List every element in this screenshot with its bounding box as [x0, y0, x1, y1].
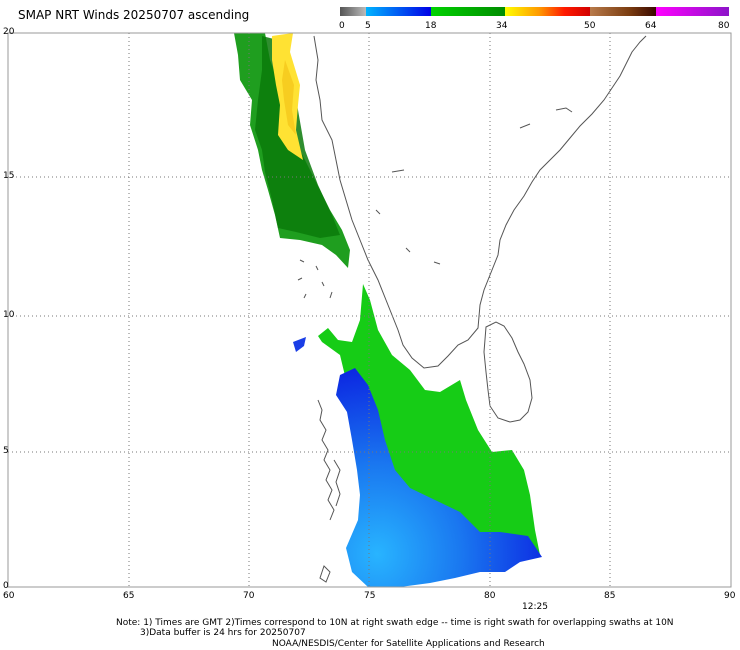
lat-label-10: 10 — [3, 310, 15, 320]
small-low-wind-patch — [293, 337, 306, 352]
colorbar-tick-80: 80 — [718, 21, 730, 31]
lon-label-85: 85 — [604, 591, 616, 601]
southern-swath — [318, 284, 540, 565]
lat-label-0: 0 — [3, 581, 9, 591]
colorbar-segment-magenta — [656, 7, 729, 16]
lon-label-70: 70 — [243, 591, 255, 601]
note-line-3: NOAA/NESDIS/Center for Satellite Applica… — [272, 639, 545, 649]
colorbar-tick-0: 0 — [339, 21, 345, 31]
colorbar-tick-5: 5 — [365, 21, 371, 31]
lat-label-5: 5 — [3, 446, 9, 456]
lon-label-75: 75 — [364, 591, 376, 601]
southern-swath-low-wind — [336, 368, 542, 587]
lon-label-60: 60 — [3, 591, 15, 601]
colorbar-segment-blue — [366, 7, 431, 16]
grid — [8, 33, 731, 587]
map-frame — [7, 32, 732, 588]
colorbar-tick-64: 64 — [645, 21, 657, 31]
map-area — [8, 33, 731, 587]
colorbar-tick-50: 50 — [584, 21, 596, 31]
lat-label-15: 15 — [3, 171, 15, 181]
lon-label-90: 90 — [724, 591, 736, 601]
colorbar-segment-gray — [340, 7, 366, 16]
swath-time-label: 12:25 — [522, 602, 548, 612]
colorbar-segment-brown — [590, 7, 656, 16]
colorbar-segment-green — [431, 7, 505, 16]
lon-label-65: 65 — [123, 591, 135, 601]
colorbar — [340, 7, 729, 16]
high-wind-strip-core — [282, 60, 296, 135]
colorbar-segment-warm — [505, 7, 590, 16]
note-line-1: Note: 1) Times are GMT 2)Times correspon… — [116, 618, 674, 628]
colorbar-tick-34: 34 — [496, 21, 508, 31]
lon-label-80: 80 — [484, 591, 496, 601]
note-line-2: 3)Data buffer is 24 hrs for 20250707 — [140, 628, 306, 638]
coastline — [297, 35, 647, 583]
lat-label-20: 20 — [3, 27, 15, 37]
colorbar-tick-18: 18 — [425, 21, 437, 31]
map-title: SMAP NRT Winds 20250707 ascending — [18, 8, 250, 22]
